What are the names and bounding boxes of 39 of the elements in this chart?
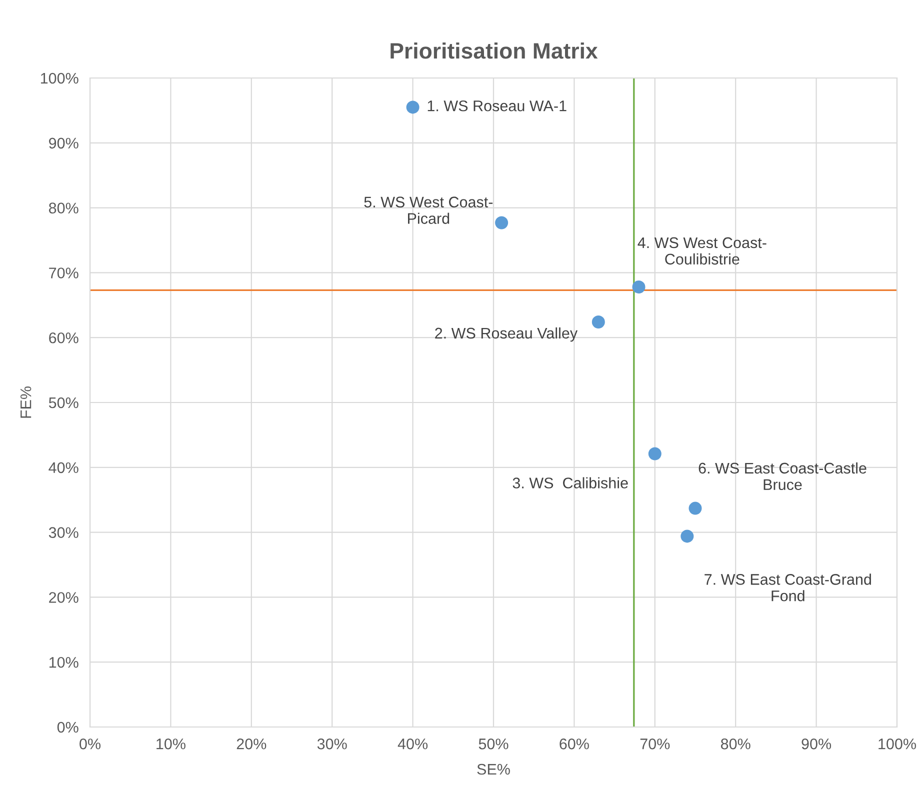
x-tick-label: 10% — [156, 738, 186, 750]
x-tick-label: 60% — [560, 738, 589, 750]
x-tick-label: 0% — [80, 738, 100, 750]
point — [495, 216, 508, 230]
chart-title: Prioritisation Matrix — [390, 42, 598, 59]
x-tick-label: 70% — [640, 738, 670, 750]
y-tick-label: 10% — [49, 656, 78, 668]
y-tick-label: 30% — [48, 527, 78, 538]
x-tick-label: 50% — [478, 738, 508, 750]
x-tick-label: 90% — [802, 738, 832, 750]
x-axis-title: SE% — [477, 764, 510, 775]
annotation: 2. WS Roseau Valley — [435, 327, 578, 342]
annotation: 5. WS West Coast- Picard — [364, 196, 493, 224]
point — [632, 280, 646, 294]
annotation: 3. WS Calibishie — [512, 477, 628, 488]
y-tick-label: 40% — [48, 462, 78, 474]
y-tick-label: 0% — [57, 722, 78, 733]
x-tick-label: 20% — [236, 738, 266, 750]
annotation: 7. WS East Coast-Grand Fond — [704, 574, 871, 602]
point — [648, 447, 662, 460]
y-tick-label: 50% — [48, 397, 78, 408]
point — [688, 502, 702, 515]
annotation: 1. WS Roseau WA-1 — [428, 100, 566, 112]
y-axis-title: FE% — [20, 386, 32, 418]
point — [406, 100, 420, 114]
y-tick-label: 100% — [40, 72, 78, 84]
point — [680, 530, 694, 543]
x-tick-label: 80% — [720, 738, 750, 750]
x-tick-label: 40% — [398, 738, 428, 750]
x-tick-label: 100% — [878, 738, 916, 750]
annotation: 4. WS West Coast- Coulibistrie — [638, 237, 766, 265]
y-tick-label: 60% — [49, 332, 78, 344]
y-tick-label: 90% — [49, 138, 78, 149]
y-tick-label: 20% — [49, 592, 78, 603]
x-tick-label: 30% — [317, 738, 347, 750]
annotation: 6. WS East Coast-Castle Bruce — [698, 462, 866, 490]
point — [592, 316, 605, 329]
y-tick-label: 80% — [48, 202, 78, 214]
y-tick-label: 70% — [49, 268, 78, 278]
